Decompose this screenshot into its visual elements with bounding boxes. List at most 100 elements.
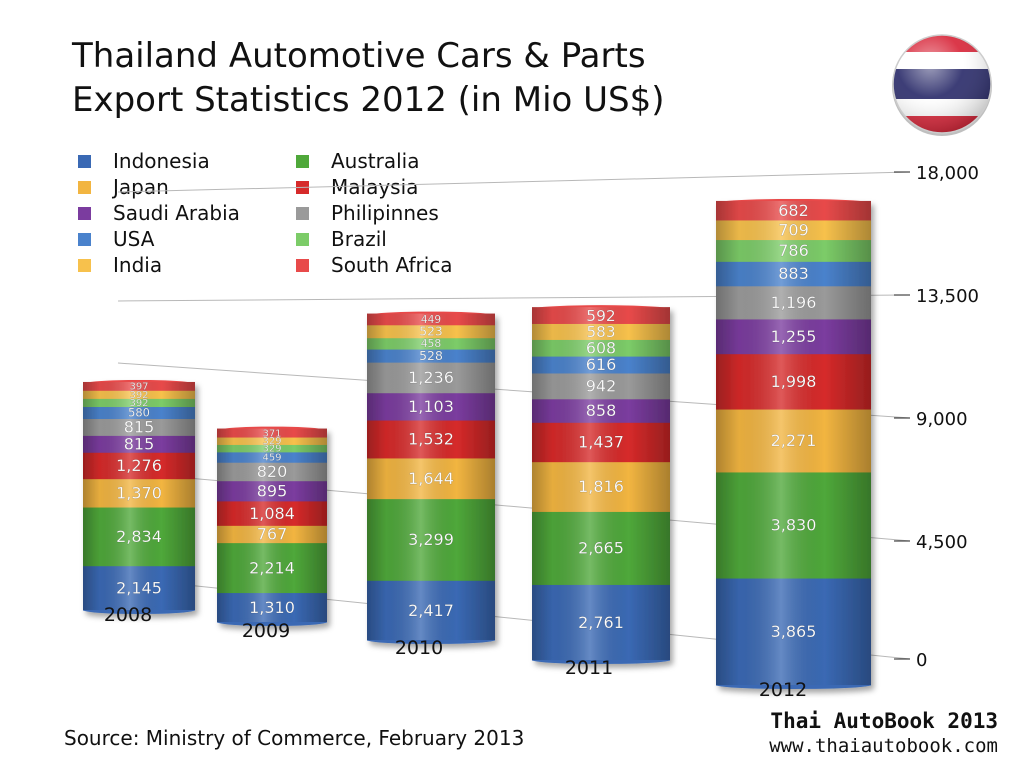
bar-2009 bbox=[217, 426, 327, 626]
data-label-2008-saudi-arabia: 815 bbox=[124, 434, 155, 453]
legend-item-usa: USA bbox=[78, 226, 154, 252]
brand-block: Thai AutoBook 2013 www.thaiautobook.com bbox=[769, 708, 998, 758]
data-label-2011-japan: 1,816 bbox=[578, 477, 624, 496]
bar-2011 bbox=[532, 305, 670, 664]
data-label-2011-malaysia: 1,437 bbox=[578, 433, 624, 452]
data-label-2012-philipinnes: 1,196 bbox=[771, 293, 817, 312]
legend-swatch-indonesia bbox=[78, 154, 91, 168]
data-label-2009-indonesia: 1,310 bbox=[249, 598, 295, 617]
data-label-2010-usa: 528 bbox=[419, 348, 443, 363]
legend-label-brazil: Brazil bbox=[331, 227, 387, 251]
data-label-2011-australia: 2,665 bbox=[578, 539, 624, 558]
legend-item-south-africa: South Africa bbox=[296, 252, 453, 278]
data-label-2009-brazil: 329 bbox=[262, 444, 281, 455]
y-tick-label-9-000: 9,000 bbox=[916, 409, 968, 430]
x-category-label-2009: 2009 bbox=[242, 620, 290, 642]
data-label-2011-brazil: 608 bbox=[586, 338, 616, 357]
legend-swatch-india bbox=[78, 258, 91, 272]
data-label-2010-india: 523 bbox=[419, 325, 442, 339]
x-category-label-2012: 2012 bbox=[759, 679, 807, 701]
chart-title: Thailand Automotive Cars & Parts Export … bbox=[72, 34, 665, 122]
data-label-2009-malaysia: 1,084 bbox=[249, 504, 295, 523]
bar-labels-2010: 2,417 3,299 1,644 1,532 1,103 1,236 5284585234… bbox=[408, 314, 454, 620]
legend-label-malaysia: Malaysia bbox=[331, 175, 419, 199]
legend-item-australia: Australia bbox=[296, 148, 419, 174]
legend-label-australia: Australia bbox=[331, 149, 420, 173]
legend-item-india: India bbox=[78, 252, 162, 278]
data-label-2012-saudi-arabia: 1,255 bbox=[771, 327, 817, 346]
data-label-2010-south-africa: 449 bbox=[421, 314, 441, 326]
legend-label-indonesia: Indonesia bbox=[113, 149, 210, 173]
bar-2008 bbox=[83, 379, 195, 614]
x-category-label-2011: 2011 bbox=[565, 657, 613, 679]
chart-title-line-2: Export Statistics 2012 (in Mio US$) bbox=[72, 80, 665, 120]
x-category-label-2010: 2010 bbox=[395, 637, 443, 659]
chart-legend: Indonesia Japan Saudi Arabia USA India Austra… bbox=[78, 148, 518, 288]
legend-item-malaysia: Malaysia bbox=[296, 174, 418, 200]
bar-shading-2012 bbox=[716, 200, 871, 685]
legend-label-saudi-arabia: Saudi Arabia bbox=[113, 201, 240, 225]
data-label-2012-india: 709 bbox=[778, 220, 809, 239]
data-label-2008-usa: 580 bbox=[128, 406, 150, 420]
data-label-2008-philipinnes: 815 bbox=[124, 418, 155, 437]
bar-2010 bbox=[367, 311, 495, 644]
legend-swatch-usa bbox=[78, 232, 91, 246]
data-label-2011-philipinnes: 942 bbox=[586, 377, 617, 396]
bar-shading-2010 bbox=[367, 313, 495, 640]
legend-label-usa: USA bbox=[113, 227, 155, 251]
legend-item-brazil: Brazil bbox=[296, 226, 387, 252]
y-tick-label-18-000: 18,000 bbox=[916, 163, 979, 184]
source-note: Source: Ministry of Commerce, February 2… bbox=[64, 726, 525, 750]
data-label-2008-south-africa: 397 bbox=[129, 382, 148, 393]
data-label-2012-south-africa: 682 bbox=[778, 201, 809, 220]
data-label-2011-saudi-arabia: 858 bbox=[586, 401, 617, 420]
data-label-2010-malaysia: 1,532 bbox=[408, 430, 454, 449]
data-label-2008-india: 392 bbox=[129, 390, 148, 401]
thailand-flag-icon bbox=[892, 34, 992, 136]
gridline-18-000 bbox=[117, 171, 911, 193]
data-label-2011-indonesia: 2,761 bbox=[578, 613, 624, 632]
data-label-2009-philipinnes: 820 bbox=[257, 462, 288, 481]
data-label-2010-saudi-arabia: 1,103 bbox=[408, 397, 454, 416]
data-label-2008-indonesia: 2,145 bbox=[116, 579, 162, 598]
legend-swatch-philipinnes bbox=[296, 206, 309, 220]
legend-label-japan: Japan bbox=[113, 175, 169, 199]
data-label-2008-japan: 1,370 bbox=[116, 484, 162, 503]
data-label-2011-india: 583 bbox=[587, 323, 616, 341]
data-label-2009-usa: 459 bbox=[262, 453, 281, 464]
data-label-2008-brazil: 392 bbox=[129, 398, 148, 409]
brand-url: www.thaiautobook.com bbox=[769, 735, 998, 757]
data-label-2012-australia: 3,830 bbox=[771, 516, 817, 535]
chart-title-line-1: Thailand Automotive Cars & Parts bbox=[72, 36, 646, 76]
data-label-2012-usa: 883 bbox=[778, 264, 809, 283]
bar-shading-2009 bbox=[217, 428, 327, 622]
data-label-2009-japan: 767 bbox=[257, 525, 288, 544]
data-label-2010-brazil: 458 bbox=[421, 337, 442, 350]
data-label-2009-saudi-arabia: 895 bbox=[257, 481, 288, 500]
legend-label-south-africa: South Africa bbox=[331, 253, 453, 277]
legend-item-japan: Japan bbox=[78, 174, 169, 200]
legend-swatch-brazil bbox=[296, 232, 309, 246]
x-category-label-2008: 2008 bbox=[104, 604, 152, 626]
data-label-2012-brazil: 786 bbox=[778, 241, 809, 260]
data-label-2010-philipinnes: 1,236 bbox=[408, 368, 454, 387]
data-label-2011-usa: 616 bbox=[586, 355, 617, 374]
legend-swatch-saudi-arabia bbox=[78, 206, 91, 220]
legend-item-saudi-arabia: Saudi Arabia bbox=[78, 200, 240, 226]
data-label-2012-indonesia: 3,865 bbox=[771, 622, 817, 641]
y-tick-label-0: 0 bbox=[916, 650, 927, 671]
data-label-2009-south-africa: 371 bbox=[262, 428, 281, 439]
data-label-2009-india: 329 bbox=[262, 436, 281, 447]
legend-label-india: India bbox=[113, 253, 163, 277]
bar-labels-2012: 3,865 3,830 2,271 1,998 1,255 1,196 883 786 7096… bbox=[770, 201, 817, 641]
data-label-2010-indonesia: 2,417 bbox=[408, 601, 454, 620]
data-label-2008-malaysia: 1,276 bbox=[116, 456, 162, 475]
data-label-2010-australia: 3,299 bbox=[408, 530, 454, 549]
legend-item-philipinnes: Philipinnes bbox=[296, 200, 439, 226]
brand-name: Thai AutoBook 2013 bbox=[770, 709, 998, 733]
legend-swatch-australia bbox=[296, 154, 309, 168]
legend-label-philipinnes: Philipinnes bbox=[331, 201, 439, 225]
